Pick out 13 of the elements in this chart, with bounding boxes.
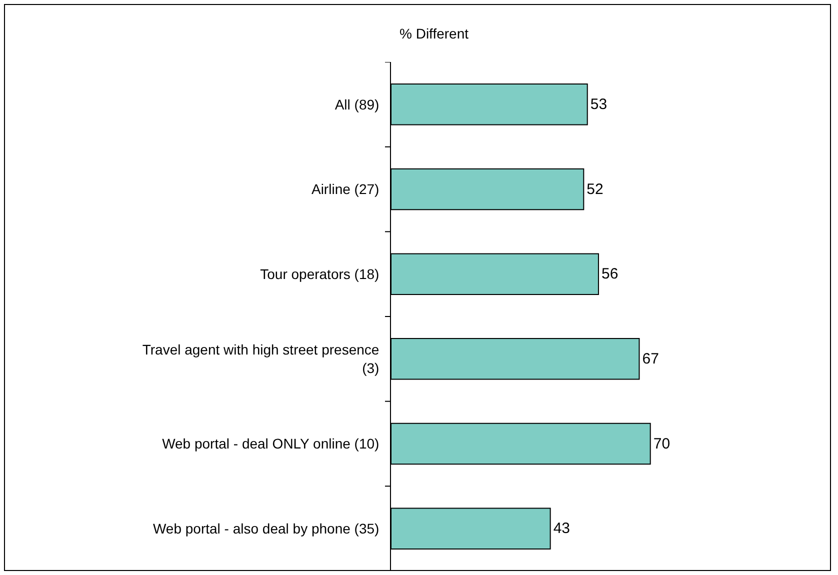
y-tick-label: Web portal - also deal by phone (35)	[152, 520, 380, 536]
y-tick-label: Tour operators (18)	[260, 266, 380, 282]
data-label: 53	[590, 96, 608, 113]
data-label: 52	[586, 180, 604, 198]
y-tick-label: All (89)	[334, 96, 380, 112]
y-tick-label: Web portal - deal ONLY online (10)	[162, 436, 380, 452]
y-tick-label: Travel agent with high street presence (3)	[142, 342, 380, 376]
data-label: 43	[553, 520, 570, 538]
y-tick-label: Airline (27)	[311, 181, 380, 198]
data-label: 67	[642, 350, 659, 368]
data-label: 56	[601, 266, 618, 283]
chart-title: % Different	[400, 26, 469, 42]
data-label: 70	[653, 435, 670, 452]
